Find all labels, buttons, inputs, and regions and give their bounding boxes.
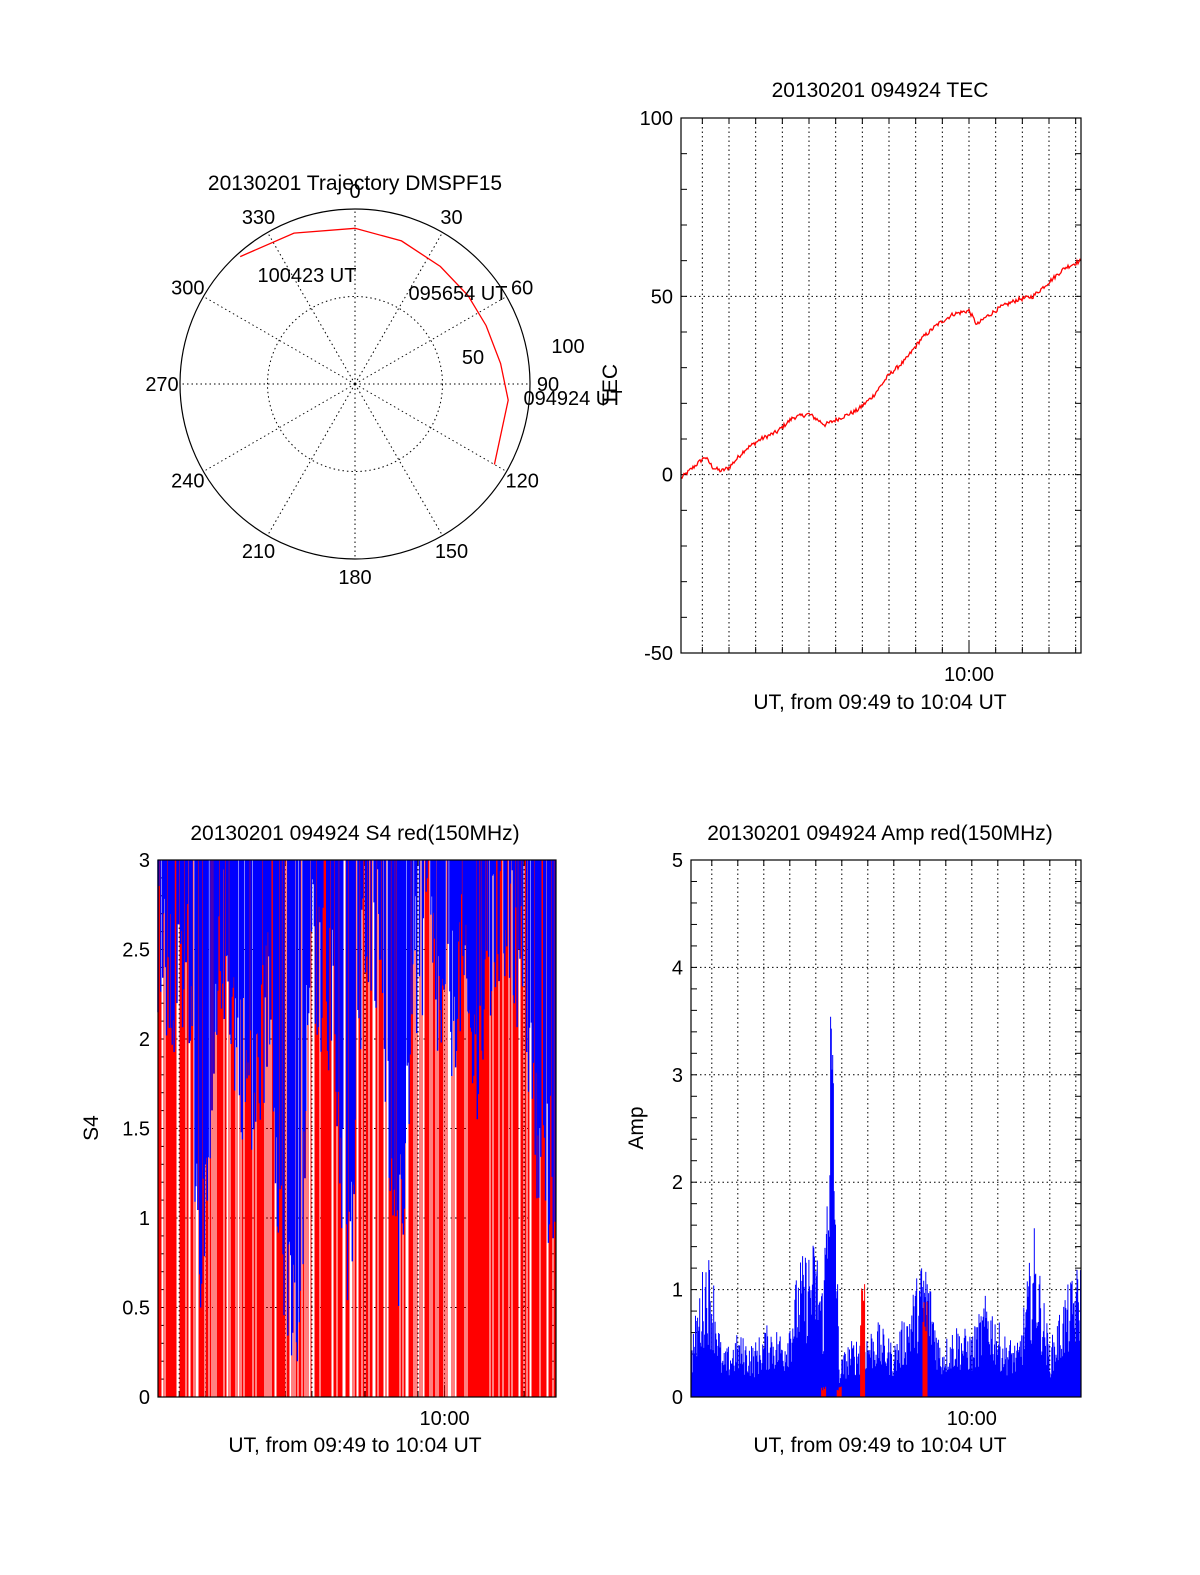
amp-red-spike <box>836 1386 842 1397</box>
polar-azimuth-label: 0 <box>349 181 360 203</box>
polar-azimuth-label: 180 <box>338 567 371 589</box>
tec-ytick-label: -50 <box>644 643 673 665</box>
s4-ytick-label: 2 <box>139 1029 150 1051</box>
tec-xlabel: UT, from 09:49 to 10:04 UT <box>753 691 1006 714</box>
polar-spoke <box>203 383 356 472</box>
polar-grid-circle <box>267 296 443 472</box>
s4-xlabel: UT, from 09:49 to 10:04 UT <box>228 1434 481 1457</box>
polar-title: 20130201 Trajectory DMSPF15 <box>208 172 502 195</box>
s4-panel: 20130201 094924 S4 red(150MHz) UT, from … <box>80 822 557 1457</box>
amp-xlabel: UT, from 09:49 to 10:04 UT <box>753 1434 1006 1457</box>
amp-frame <box>690 859 1082 1398</box>
tec-xtick-label: 10:00 <box>944 664 994 686</box>
tec-panel: 20130201 094924 TEC UT, from 09:49 to 10… <box>599 79 1082 714</box>
polar-spoke <box>354 296 507 385</box>
polar-zenith-label: 100 <box>551 336 584 358</box>
polar-azimuth-label: 30 <box>440 207 462 229</box>
tec-frame <box>680 117 1082 654</box>
s4-ytick-label: 1.5 <box>122 1119 150 1141</box>
amp-ytick-label: 1 <box>672 1280 683 1302</box>
amp-red-spike <box>821 1386 827 1397</box>
amp-title: 20130201 094924 Amp red(150MHz) <box>707 822 1053 845</box>
polar-azimuth-label: 210 <box>242 541 275 563</box>
tec-series-line <box>680 258 1082 480</box>
amp-panel: 20130201 094924 Amp red(150MHz) UT, from… <box>625 822 1082 1457</box>
polar-azimuth-label: 330 <box>242 207 275 229</box>
s4-ytick-label: 1 <box>139 1208 150 1230</box>
s4-ylabel: S4 <box>80 1115 103 1141</box>
polar-trajectory-panel: 20130201 Trajectory DMSPF15 0 30 60 90 120 15… <box>145 172 622 589</box>
trajectory-line <box>239 227 509 465</box>
polar-azimuth-label: 150 <box>435 541 468 563</box>
s4-ytick-label: 3 <box>139 850 150 872</box>
s4-title: 20130201 094924 S4 red(150MHz) <box>190 822 519 845</box>
s4-ytick-label: 0 <box>139 1387 150 1409</box>
amp-ytick-label: 2 <box>672 1172 683 1194</box>
polar-azimuth-label: 300 <box>171 278 204 300</box>
polar-azimuth-label: 240 <box>171 471 204 493</box>
amp-ytick-label: 5 <box>672 850 683 872</box>
s4-ytick-label: 2.5 <box>122 940 150 962</box>
amp-xtick-label: 10:00 <box>947 1408 997 1430</box>
polar-outer-circle <box>179 208 531 560</box>
polar-spoke <box>267 383 356 536</box>
polar-azimuth-label: 90 <box>537 374 559 396</box>
amp-ytick-label: 3 <box>672 1065 683 1087</box>
polar-azimuth-label: 120 <box>505 471 538 493</box>
polar-azimuth-label: 60 <box>511 278 533 300</box>
tec-title: 20130201 094924 TEC <box>772 79 989 102</box>
trajectory-time-label: 100423 UT <box>258 265 357 287</box>
amp-ytick-label: 0 <box>672 1387 683 1409</box>
amp-blue-series <box>691 1016 1081 1397</box>
trajectory-time-label: 095654 UT <box>409 283 508 305</box>
tec-ytick-label: 100 <box>640 108 673 130</box>
polar-azimuth-label: 270 <box>145 374 178 396</box>
s4-xtick-label: 10:00 <box>420 1408 470 1430</box>
s4-frame <box>157 859 557 1398</box>
amp-ytick-label: 4 <box>672 957 683 979</box>
s4-ytick-label: 0.5 <box>122 1298 150 1320</box>
tec-ytick-label: 50 <box>651 286 673 308</box>
polar-spoke <box>354 232 443 385</box>
amp-ylabel: Amp <box>625 1106 648 1149</box>
tec-ylabel: TEC <box>599 364 622 406</box>
trajectory-time-label: 094924 UT <box>524 388 623 410</box>
amp-red-spike <box>922 1301 928 1397</box>
amp-red-spike <box>860 1284 866 1397</box>
tec-ytick-label: 0 <box>662 465 673 487</box>
polar-zenith-label: 50 <box>462 347 484 369</box>
